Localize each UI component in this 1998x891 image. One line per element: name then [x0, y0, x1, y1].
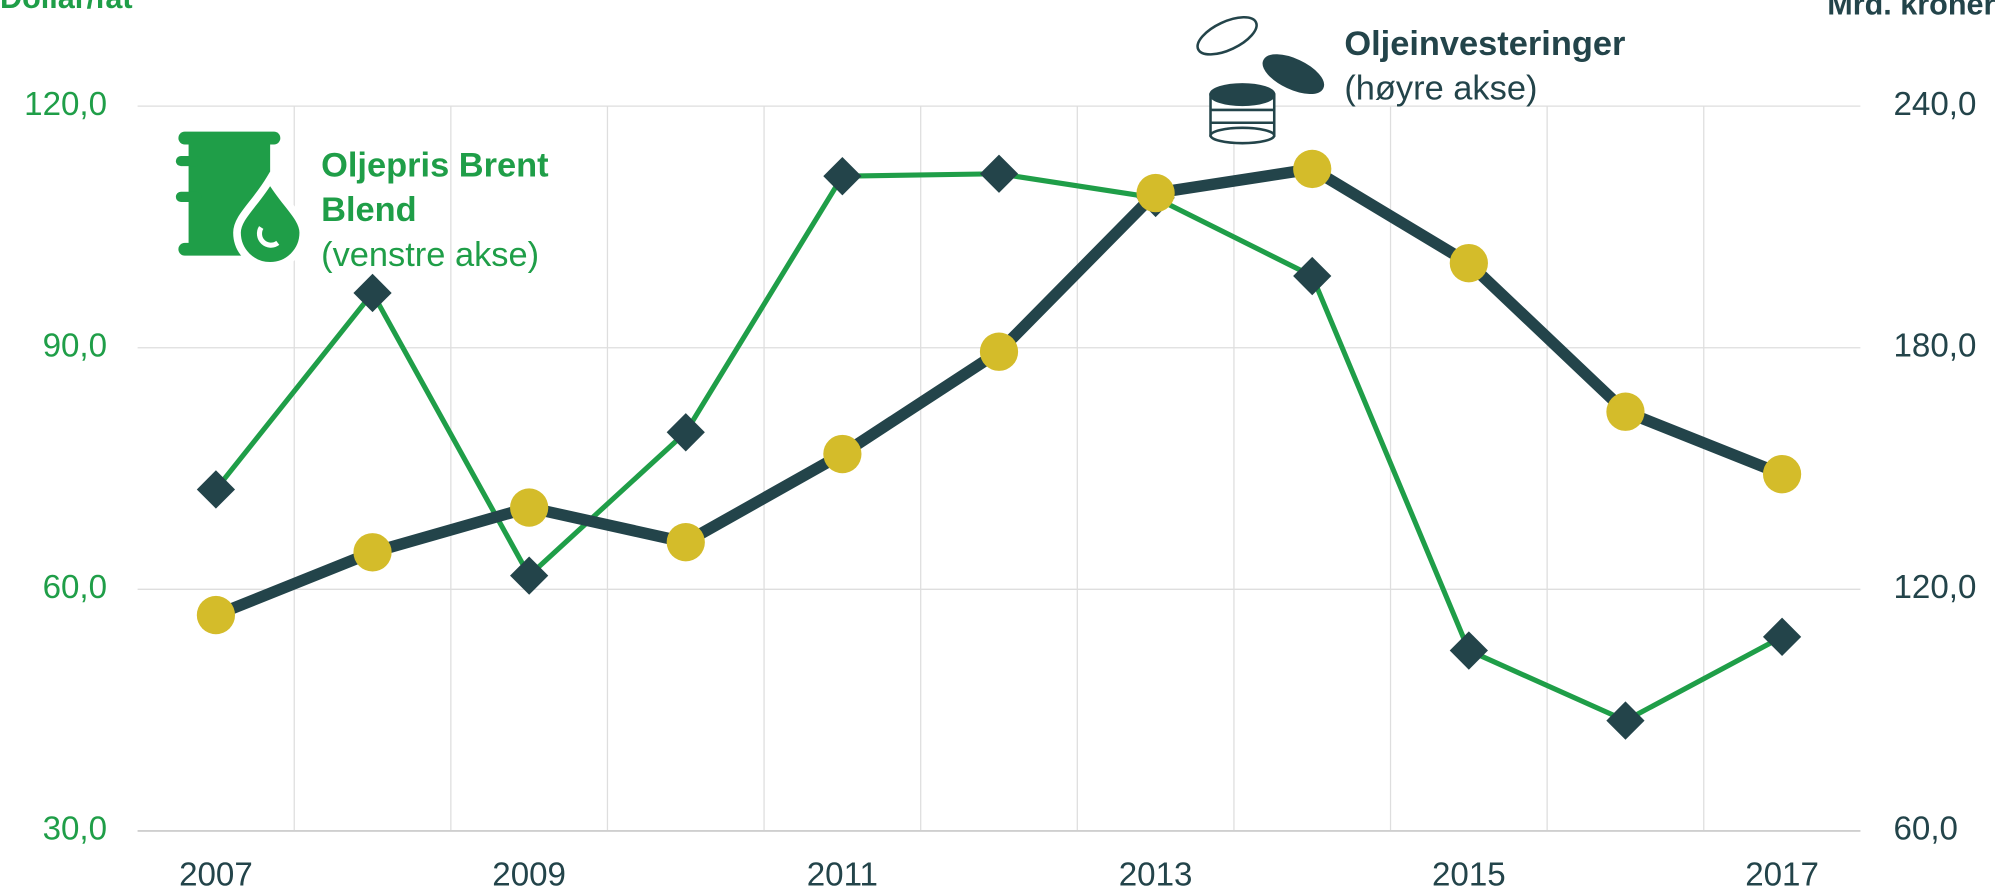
barrel-icon [175, 131, 308, 270]
x-tick-label: 2015 [1432, 857, 1506, 891]
y-tick-label: 90,0 [43, 327, 107, 364]
circle-marker [1606, 392, 1645, 431]
circle-marker [510, 488, 549, 527]
legend-oil: Oljepris Brent Blend (venstre akse) [321, 145, 549, 274]
legend-invest: Oljeinvesteringer (høyre akse) [1344, 24, 1626, 108]
circle-marker [1762, 454, 1802, 494]
circle-marker [823, 434, 862, 474]
coins-icon [1196, 15, 1325, 145]
legend-label: Oljepris Brent Blend [321, 145, 549, 229]
y-axis-title: Dollar/fat [0, 0, 133, 15]
y-tick-label: 60,0 [43, 569, 107, 606]
diamond-marker [979, 154, 1019, 193]
y2-tick-label: 180,0 [1894, 327, 1977, 364]
diamond-marker [1449, 631, 1488, 670]
x-tick-label: 2017 [1745, 857, 1819, 891]
x-tick-label: 2013 [1119, 857, 1193, 891]
diamond-marker [353, 273, 392, 313]
x-tick-label: 2011 [807, 857, 878, 891]
y2-tick-label: 60,0 [1894, 811, 1958, 848]
circle-marker [196, 595, 236, 635]
circle-marker [353, 533, 392, 572]
legend-note: (venstre akse) [321, 235, 540, 274]
y-tick-label: 30,0 [43, 811, 107, 848]
diamond-marker [823, 156, 862, 196]
circle-marker [1449, 243, 1488, 283]
legend-label: Oljeinvesteringer [1344, 24, 1626, 63]
circle-marker [666, 523, 705, 562]
diamond-marker [1293, 256, 1332, 296]
circle-marker [1136, 173, 1175, 213]
diamond-marker [666, 413, 705, 452]
diamond-marker [1762, 617, 1802, 657]
circle-marker [1293, 149, 1332, 189]
x-tick-label: 2007 [179, 857, 253, 891]
legend-note: (høyre akse) [1344, 69, 1538, 108]
circle-marker [979, 332, 1019, 371]
diamond-marker [1606, 701, 1645, 740]
x-tick-label: 2009 [492, 857, 566, 891]
diamond-marker [196, 470, 236, 509]
y2-tick-label: 240,0 [1894, 86, 1977, 123]
y2-axis-title: Mrd. kroner [1827, 0, 1995, 22]
y-tick-label: 120,0 [24, 86, 107, 123]
y2-tick-label: 120,0 [1894, 569, 1977, 606]
